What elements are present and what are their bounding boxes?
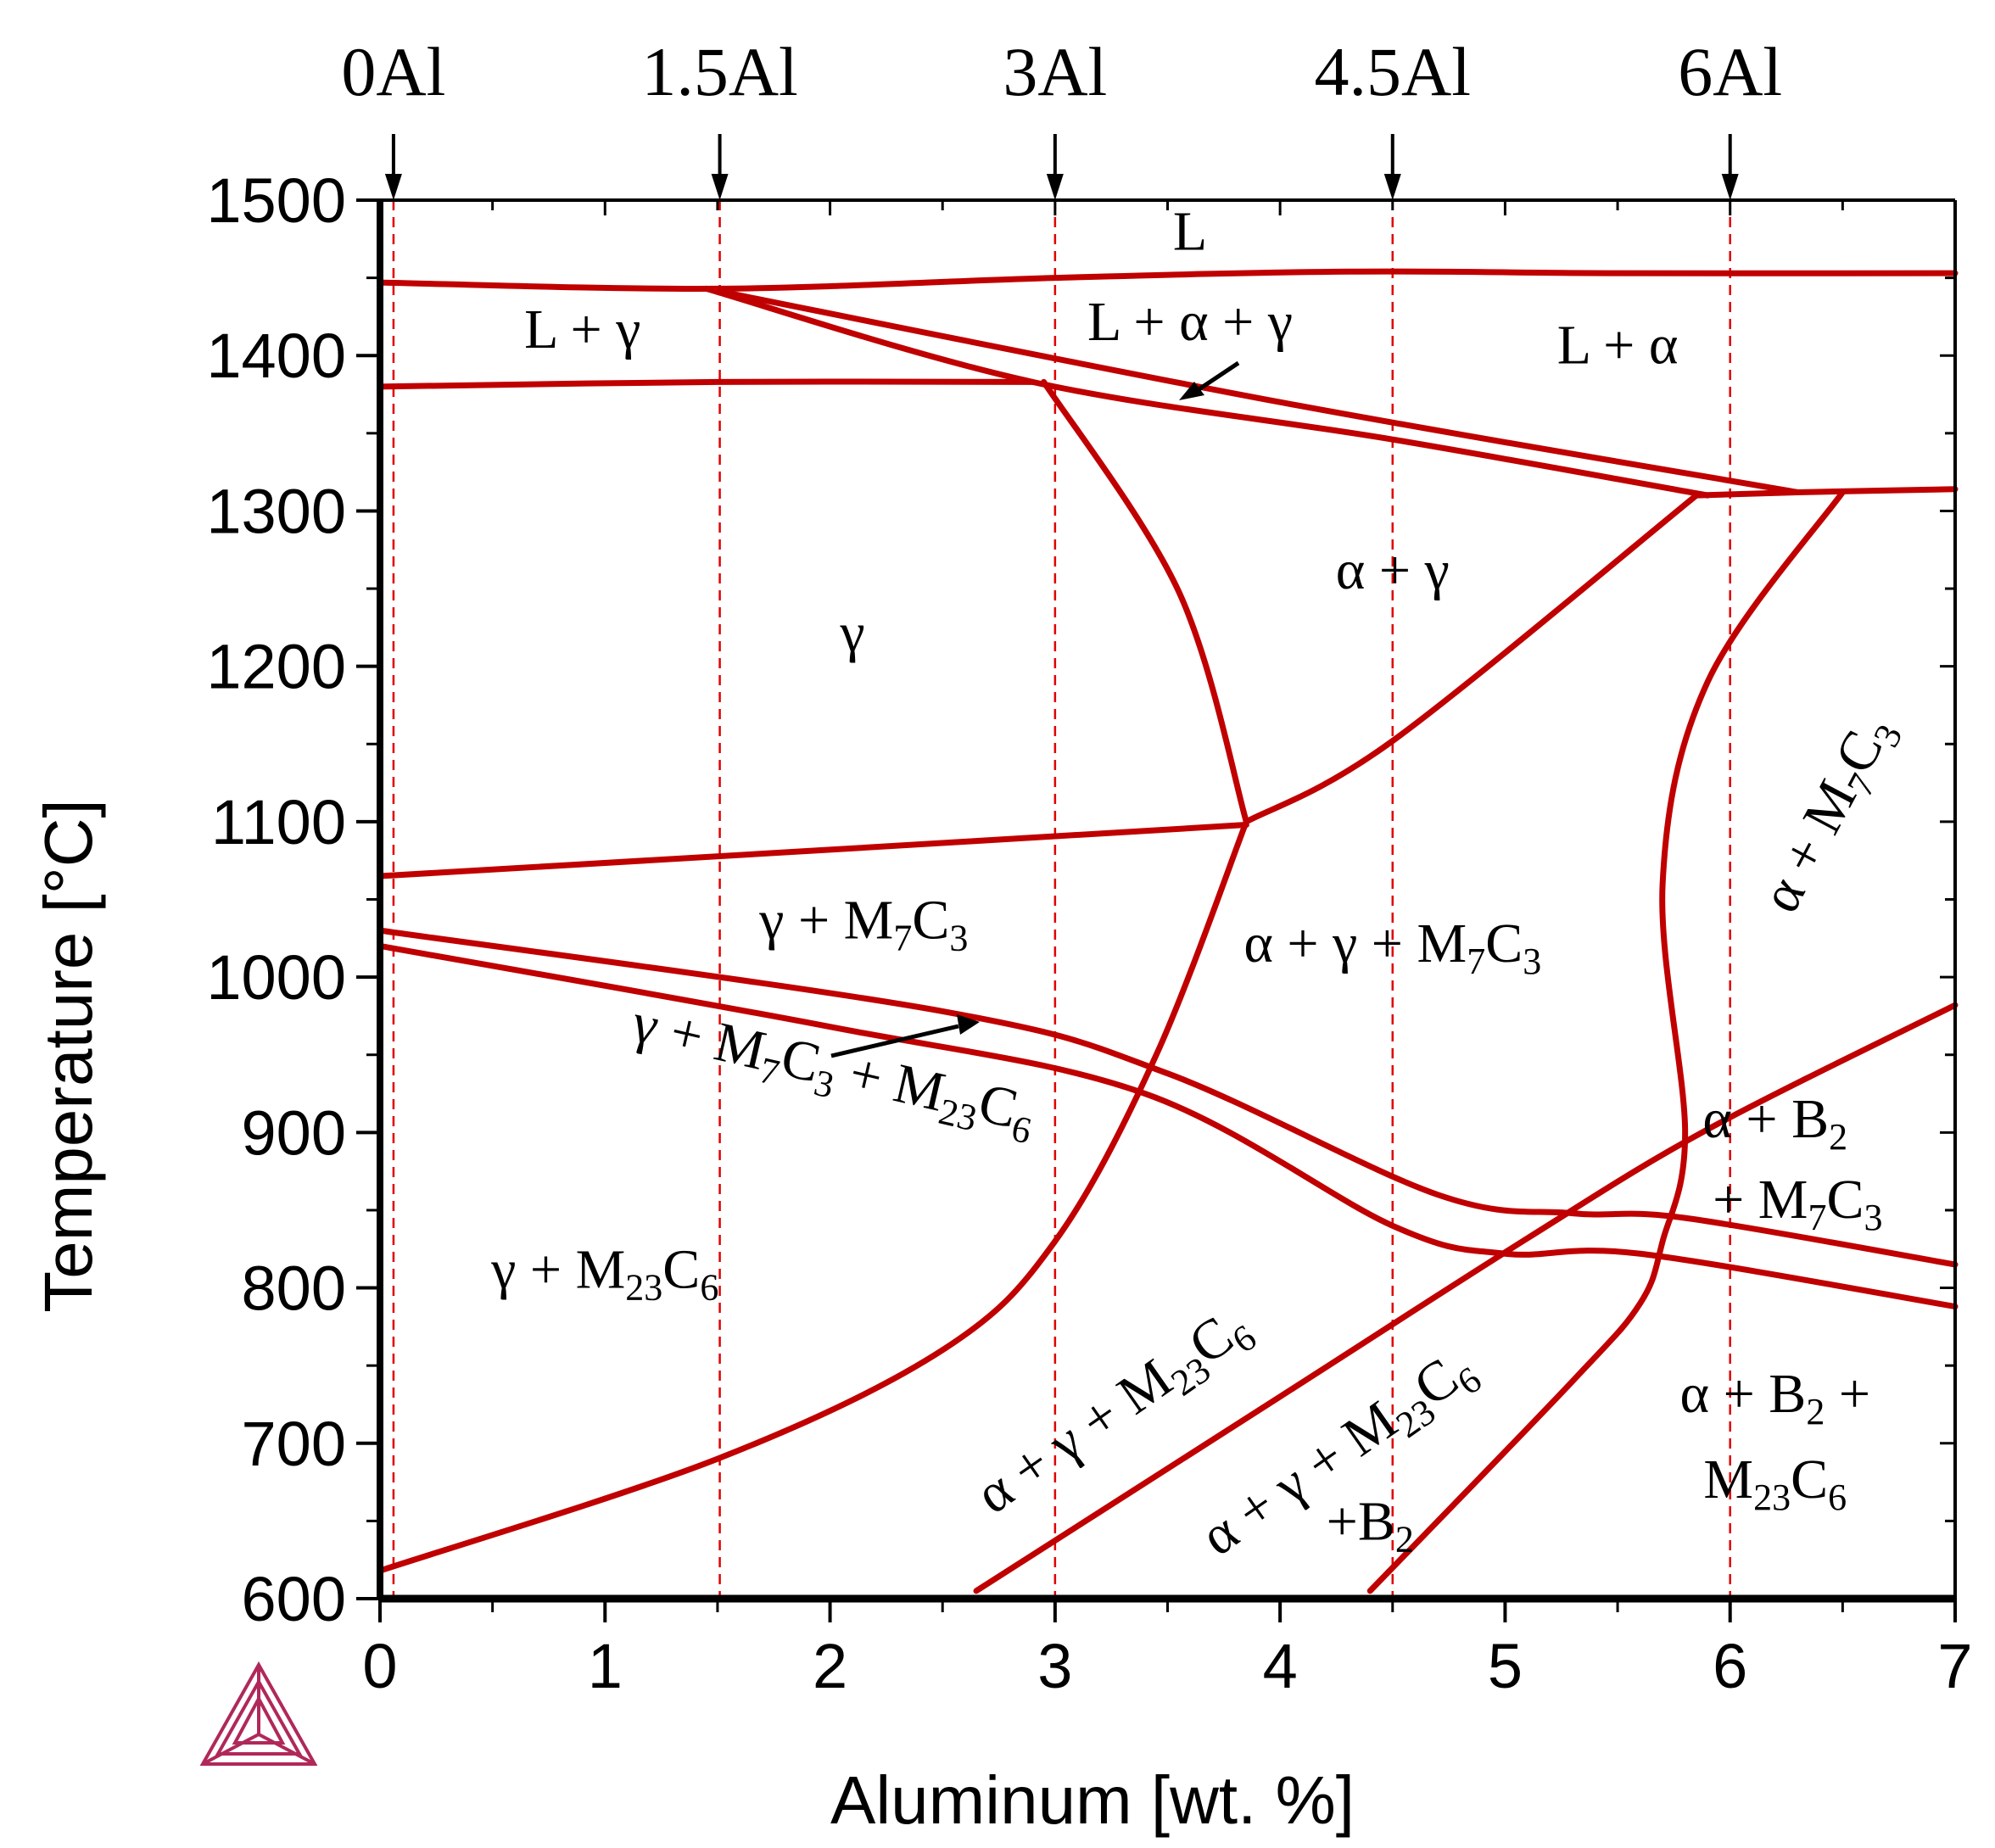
phase-boundary-solidus-gamma bbox=[377, 378, 1036, 390]
alloy-label: 1.5Al bbox=[641, 33, 798, 110]
phase-boundary-L-alpha-gamma-lower bbox=[703, 285, 1711, 499]
alloy-label: 6Al bbox=[1678, 33, 1782, 110]
phase-boundary-M7C3-solvus-gamma bbox=[377, 822, 1249, 879]
x-tick-label: 3 bbox=[1037, 1631, 1072, 1701]
x-tick-label: 4 bbox=[1263, 1631, 1298, 1701]
region-label: γ + M23​C6​ bbox=[490, 1239, 718, 1309]
annotation-arrow bbox=[1196, 360, 1240, 393]
phase-boundary-B2-solvus bbox=[973, 1002, 1959, 1594]
region-labels: L L + γ L + α + γ L + α α + γ γ α + M7​C3​ γ + … bbox=[490, 201, 1910, 1568]
region-label: L + α bbox=[1557, 314, 1679, 376]
region-label: α + M7​C3​ bbox=[1749, 705, 1910, 926]
phase-boundaries bbox=[377, 268, 1959, 1594]
phase-boundary-alpha-gamma-lower bbox=[1243, 492, 1700, 825]
phase-boundary-solidus-alpha bbox=[1693, 486, 1959, 499]
region-label: L + γ bbox=[524, 299, 640, 360]
x-tick-label: 7 bbox=[1937, 1631, 1972, 1701]
alloy-arrowhead bbox=[1721, 174, 1739, 200]
y-axis-title: Temperature [°C] bbox=[31, 799, 106, 1313]
annotation-arrow bbox=[830, 1024, 959, 1058]
x-axis-title: Aluminum [wt. %] bbox=[830, 1762, 1355, 1838]
region-label: L bbox=[1173, 201, 1207, 263]
y-tick-label: 1500 bbox=[206, 165, 346, 236]
y-tick-label: 1400 bbox=[206, 321, 346, 391]
phase-boundary-M23C6-solvus-upper bbox=[377, 927, 1959, 1268]
alloy-arrowhead bbox=[711, 174, 729, 200]
x-tick-label: 5 bbox=[1488, 1631, 1523, 1701]
region-label: α + B2​ bbox=[1702, 1088, 1847, 1158]
x-tick-label: 6 bbox=[1713, 1631, 1747, 1701]
alloy-label: 4.5Al bbox=[1315, 33, 1472, 110]
y-tick-label: 700 bbox=[242, 1409, 346, 1479]
phase-boundary-alpha-M7C3-solvus bbox=[1366, 489, 1846, 1594]
alloy-markers: 0Al 1.5Al 3Al 4.5Al 6Al bbox=[341, 33, 1782, 200]
thermo-calc-logo-icon bbox=[199, 1661, 318, 1766]
alloy-arrowhead bbox=[1383, 174, 1401, 200]
phase-boundary-L-alpha-gamma-upper bbox=[703, 285, 1801, 495]
phase-boundary-gamma-alpha-low bbox=[377, 818, 1249, 1574]
x-tick-label: 2 bbox=[813, 1631, 847, 1701]
region-label: M23​C6​ bbox=[1703, 1449, 1847, 1518]
x-axis-ticks: 0 1 2 3 4 5 6 7 bbox=[362, 200, 1973, 1701]
annotation-arrowhead bbox=[957, 1014, 980, 1035]
region-label: α + γ + M7​C3​ bbox=[1243, 913, 1541, 982]
alloy-arrowhead bbox=[384, 174, 402, 200]
y-tick-label: 800 bbox=[242, 1253, 346, 1324]
region-label: α + γ bbox=[1336, 539, 1450, 601]
y-tick-label: 1100 bbox=[211, 787, 346, 857]
y-tick-label: 1200 bbox=[206, 632, 346, 702]
alloy-label: 0Al bbox=[341, 33, 445, 110]
x-tick-label: 1 bbox=[588, 1631, 623, 1701]
y-tick-label: 600 bbox=[242, 1564, 346, 1634]
region-label: γ + M7​C3​ bbox=[758, 889, 968, 958]
region-label: L + α + γ bbox=[1087, 291, 1293, 353]
y-tick-label: 900 bbox=[242, 1097, 346, 1168]
phase-boundary-M23C6-solvus-lower bbox=[377, 942, 1959, 1310]
alloy-guide-lines bbox=[392, 200, 1731, 1599]
alloy-label: 3Al bbox=[1003, 33, 1107, 110]
region-label: +B2​ bbox=[1327, 1490, 1414, 1560]
y-axis-ticks: 600 700 800 900 1000 1100 1200 1300 1400 1500 bbox=[206, 165, 1955, 1634]
region-label: + M7​C3​ bbox=[1713, 1169, 1882, 1238]
phase-boundary-gamma-alpha-solvus bbox=[1041, 378, 1249, 825]
phase-boundary-liquidus bbox=[377, 268, 1959, 293]
region-label: γ + M7​C3​ + M23​C6​ bbox=[624, 991, 1042, 1152]
region-label: α + B2​ + bbox=[1679, 1363, 1870, 1432]
y-tick-label: 1300 bbox=[206, 476, 346, 546]
annotation-arrowhead bbox=[1179, 382, 1204, 400]
y-tick-label: 1000 bbox=[206, 942, 346, 1013]
alloy-arrowhead bbox=[1046, 174, 1064, 200]
region-label: γ bbox=[840, 601, 865, 663]
x-tick-label: 0 bbox=[362, 1631, 397, 1701]
